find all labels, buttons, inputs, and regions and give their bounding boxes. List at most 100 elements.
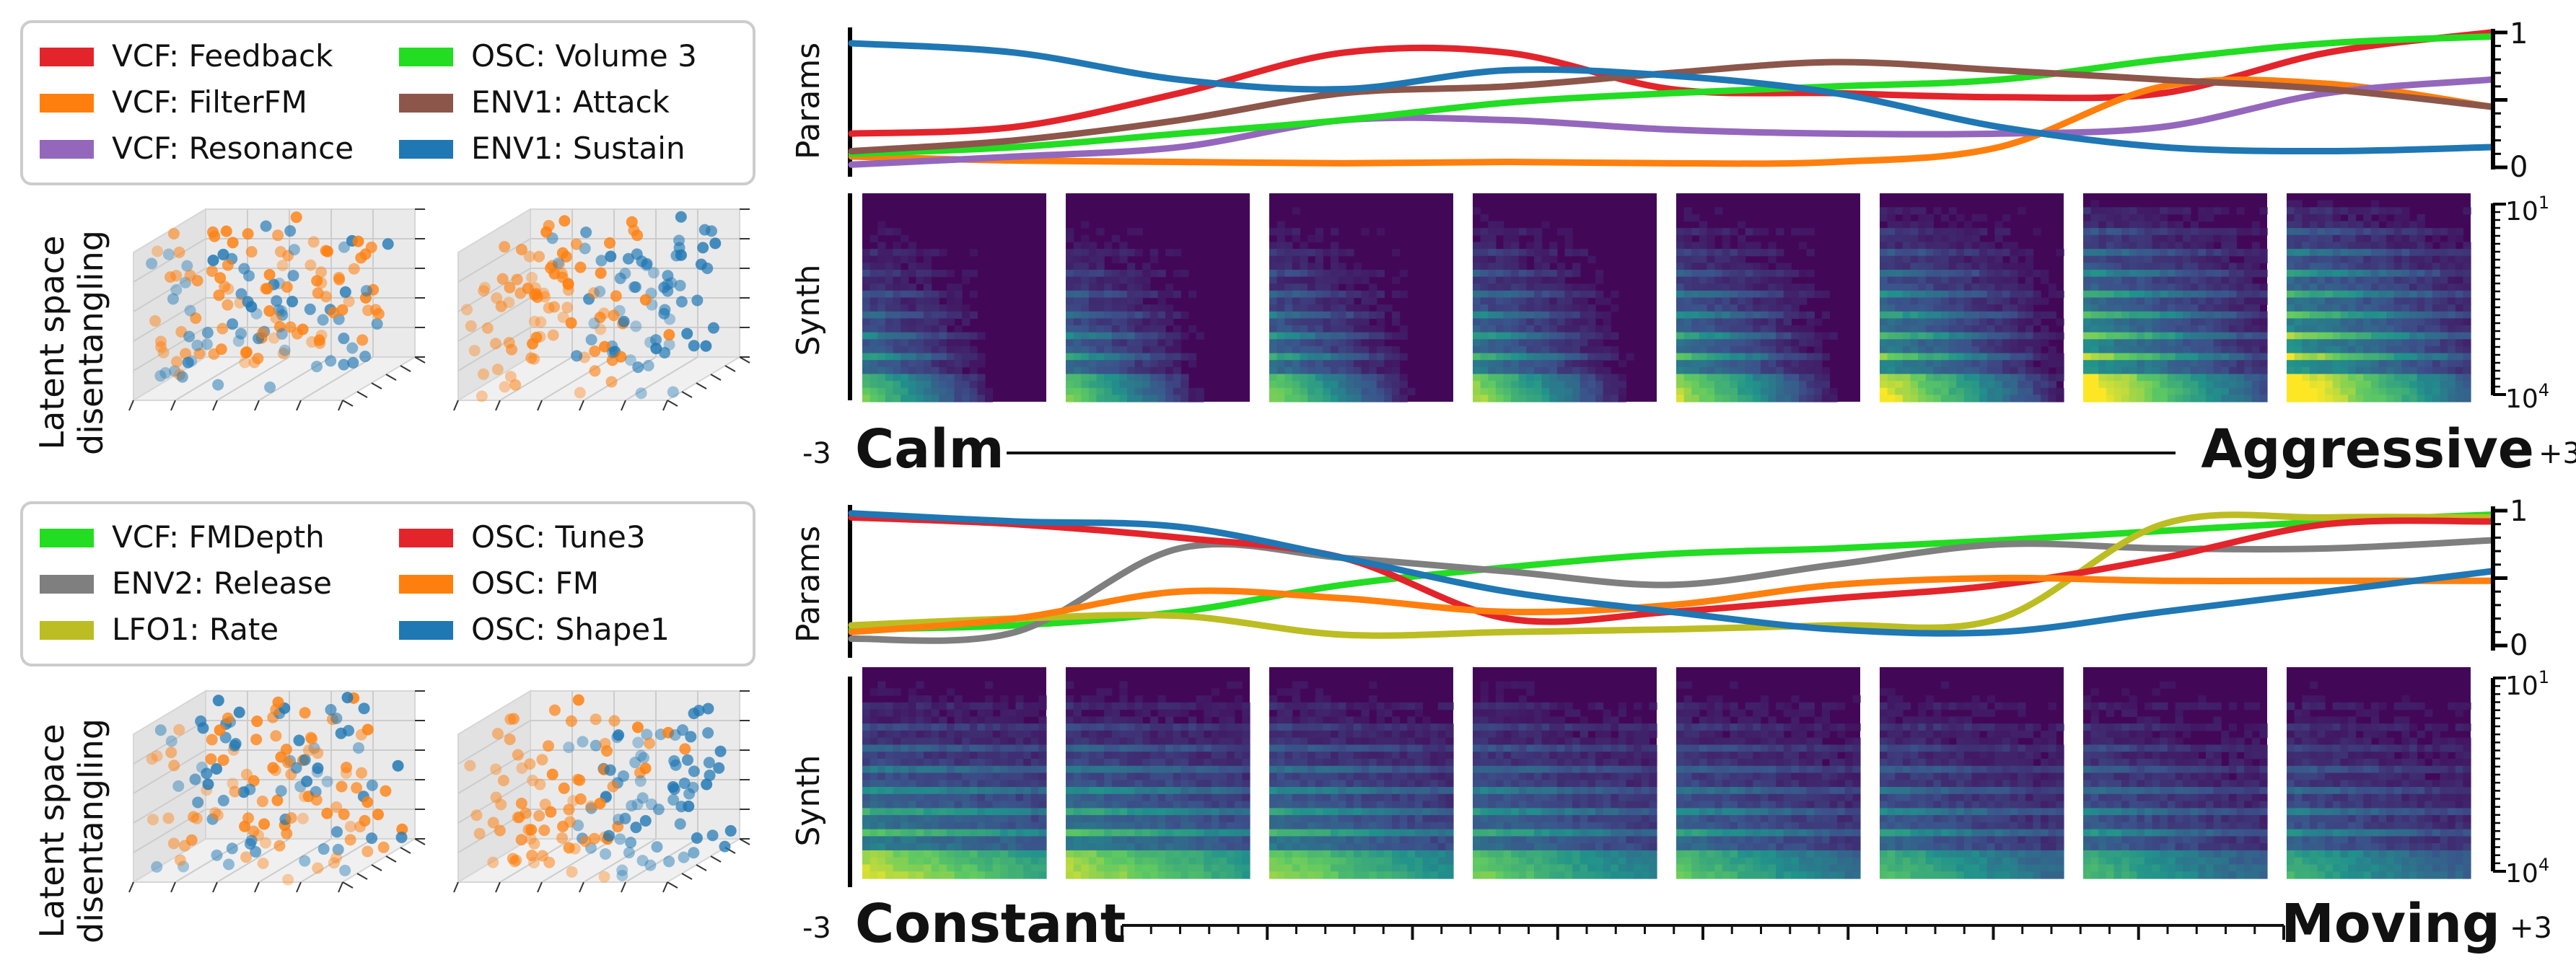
spectrogram-pixel (969, 345, 978, 354)
spectrogram-pixel (1503, 263, 1512, 270)
spectrogram-pixel (2145, 255, 2153, 263)
spectrogram-pixel (2160, 360, 2168, 368)
spectrogram-pixel (1963, 304, 1973, 312)
spectrogram-pixel (1473, 207, 1481, 215)
scatter-point (352, 741, 364, 754)
spectrogram-pixel (2160, 304, 2168, 312)
spectrogram-pixel (1753, 276, 1761, 284)
spectrogram-pixel (2401, 374, 2410, 382)
scatter-point (214, 272, 227, 284)
spectrogram-pixel (939, 737, 947, 746)
spectrogram-pixel (1096, 304, 1105, 312)
spectrogram-pixel (1495, 366, 1504, 375)
spectrogram-pixel (877, 263, 886, 270)
spectrogram-pixel (2409, 276, 2418, 284)
spectrogram-pixel (1038, 793, 1047, 802)
spectrogram-pixel (1902, 255, 1911, 263)
spectrogram-pixel (908, 339, 916, 347)
spectrogram-pixel (2244, 374, 2253, 382)
spectrogram-pixel (1292, 366, 1301, 375)
spectrogram-pixel (1488, 325, 1497, 333)
spectrogram-pixel (2355, 381, 2364, 389)
spectrogram-pixel (2363, 366, 2372, 375)
spectrogram-pixel (1331, 339, 1339, 347)
spectrogram-pixel (1180, 353, 1189, 361)
spectrogram-pixel (2401, 311, 2410, 319)
spectrogram-pixel (1618, 374, 1627, 382)
spectrogram-pixel (2167, 332, 2176, 340)
spectrogram-pixel (1918, 276, 1927, 284)
tick (338, 400, 343, 411)
spectrogram-pixel (2025, 366, 2034, 375)
spectrogram-pixel (908, 772, 916, 780)
spectrogram-pixel (1691, 353, 1700, 361)
spectrogram-pixel (1948, 360, 1957, 368)
spectrogram-pixel (954, 387, 963, 395)
spectrogram-pixel (1745, 374, 1753, 382)
spectrogram-pixel (2228, 332, 2238, 340)
spectrogram-pixel (1918, 304, 1927, 312)
spectrogram-pixel (939, 290, 947, 299)
spectrogram-pixel (916, 808, 924, 816)
spectrogram-pixel (2317, 381, 2326, 389)
spectrogram-pixel (1971, 213, 1980, 222)
spectrogram-pixel (2213, 276, 2222, 284)
spectrogram-pixel (908, 332, 916, 340)
spectrogram-pixel (2251, 290, 2260, 299)
spectrogram-pixel (1073, 255, 1082, 263)
spectrogram-pixel (2002, 290, 2011, 299)
spectrogram-pixel (2137, 269, 2145, 278)
spectrogram-pixel (2424, 395, 2433, 402)
spectrogram-pixel (1495, 283, 1504, 291)
spectrogram-pixel (2113, 249, 2122, 257)
spectrogram-pixel (1699, 283, 1708, 291)
spectrogram-pixel (2363, 283, 2372, 291)
spectrogram-pixel (885, 311, 894, 319)
scatter-point (579, 835, 592, 847)
spectrogram-pixel (2113, 381, 2122, 389)
spectrogram-pixel (962, 772, 971, 780)
spectrogram-pixel (2417, 353, 2425, 361)
spectrogram-pixel (869, 263, 878, 270)
spectrogram-pixel (924, 730, 932, 739)
spectrogram-pixel (877, 325, 886, 333)
scatter-point (670, 759, 682, 771)
spectrogram-pixel (2294, 387, 2303, 395)
spectrogram-pixel (2325, 242, 2334, 250)
spectrogram-pixel (1714, 304, 1723, 312)
spectrogram-pixel (1941, 290, 1950, 299)
spectrogram-pixel (2294, 269, 2303, 278)
spectrogram-pixel (2417, 304, 2425, 312)
spectrogram-pixel (2340, 249, 2349, 257)
spectrogram-pixel (1384, 353, 1393, 361)
spectrogram-pixel (2033, 297, 2041, 305)
spectrogram-pixel (1300, 255, 1308, 263)
spectrogram-pixel (1948, 311, 1957, 319)
scatter-point (650, 334, 662, 346)
spectrogram-pixel (2236, 381, 2245, 389)
spectrogram-pixel (2175, 263, 2183, 270)
spectrogram-pixel (1580, 360, 1588, 368)
spectrogram-pixel (1783, 374, 1792, 382)
spectrogram-pixel (2106, 353, 2115, 361)
spectrogram-pixel (1986, 242, 1995, 250)
spectrogram-pixel (1165, 304, 1174, 312)
scatter-point (706, 829, 719, 842)
spectrogram-pixel (1023, 787, 1032, 795)
spectrogram-pixel (1149, 360, 1159, 368)
spectrogram-pixel (893, 242, 901, 250)
spectrogram-pixel (931, 311, 939, 319)
legend-entry: ENV2: Release (40, 565, 332, 601)
spectrogram-pixel (1760, 360, 1769, 368)
spectrogram-pixel (1806, 249, 1815, 257)
spectrogram-pixel (2160, 366, 2168, 375)
scatter-point (603, 829, 615, 842)
spectrogram-pixel (2317, 360, 2326, 368)
spectrogram-pixel (901, 276, 909, 284)
spectrogram-pixel (939, 318, 947, 326)
spectrogram-pixel (893, 395, 901, 402)
spectrogram-pixel (1910, 366, 1919, 375)
spectrogram-pixel (877, 242, 886, 250)
spectrogram-pixel (1691, 290, 1700, 299)
